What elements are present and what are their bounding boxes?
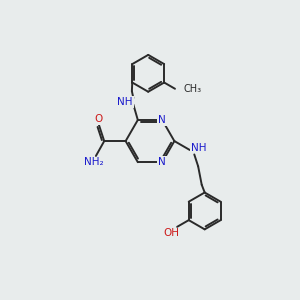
Text: NH: NH: [191, 142, 206, 153]
Text: N: N: [158, 157, 166, 167]
Text: CH₃: CH₃: [183, 84, 201, 94]
Text: O: O: [95, 114, 103, 124]
Text: NH: NH: [117, 97, 133, 107]
Text: OH: OH: [164, 228, 180, 239]
Text: N: N: [158, 115, 166, 125]
Text: NH₂: NH₂: [84, 158, 103, 167]
